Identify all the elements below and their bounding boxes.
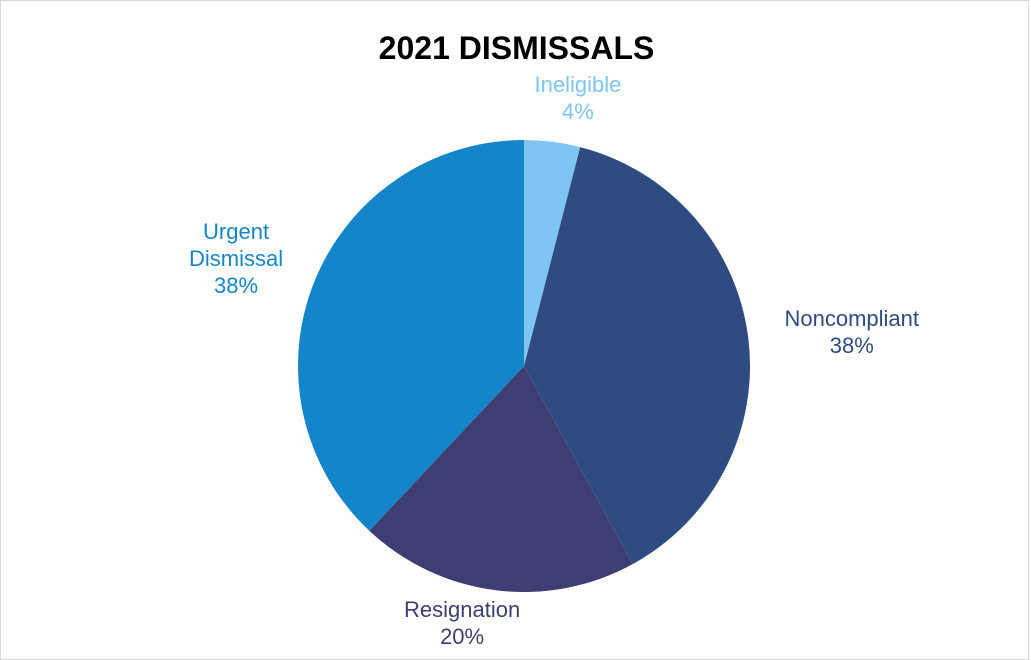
slice-label-percent: 4% [562, 99, 594, 124]
pie-slice-urgent-dismissal [297, 139, 524, 531]
slice-label-name: Ineligible [534, 72, 622, 97]
pie-slice-ineligible [524, 140, 581, 366]
pie-slices [297, 139, 751, 593]
slice-label-urgent-dismissal: Urgent Dismissal 38% [189, 218, 283, 299]
pie-slice-resignation [369, 366, 633, 593]
chart-title: 2021 DISMISSALS [378, 30, 655, 66]
slice-label-name: Dismissal [189, 245, 284, 271]
slice-label-noncompliant: Noncompliant 38% [785, 305, 920, 359]
slice-label-percent: 38% [829, 333, 874, 358]
slice-label-name: Urgent [203, 218, 270, 244]
slice-label-percent: 20% [440, 624, 485, 649]
slice-label-name: Resignation [404, 597, 521, 622]
pie-slice-noncompliant [524, 147, 751, 565]
slice-label-resignation: Resignation 20% [404, 596, 520, 650]
slice-label-percent: 38% [214, 272, 259, 298]
slice-label-name: Noncompliant [784, 306, 920, 331]
slice-label-ineligible: Ineligible 4% [535, 71, 622, 125]
